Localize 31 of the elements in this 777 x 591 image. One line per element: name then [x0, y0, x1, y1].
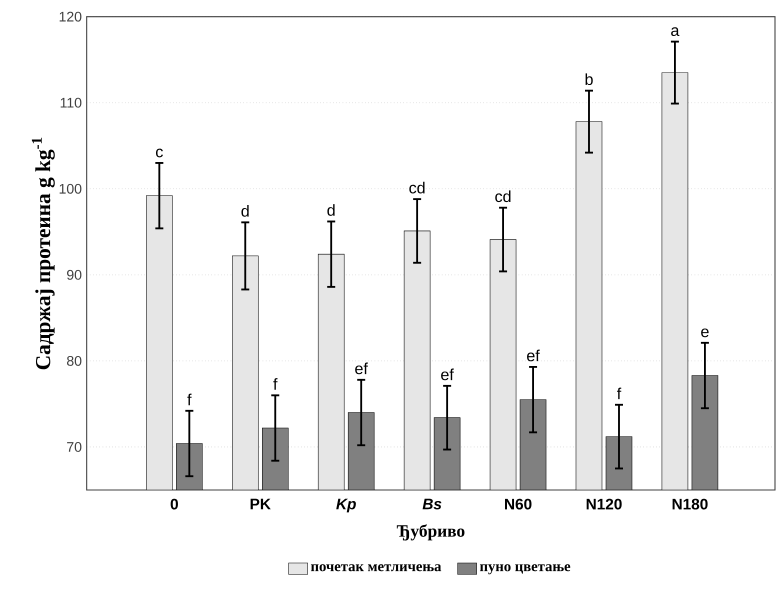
x-tick-label: PK [250, 498, 271, 510]
data-label: d [327, 204, 335, 216]
x-tick-label: N60 [505, 498, 532, 510]
y-tick-label: 110 [60, 98, 82, 108]
data-label: ef [441, 368, 454, 380]
legend-label: пуно цветање [480, 564, 570, 574]
x-tick-label: Kp [336, 498, 356, 512]
data-label: cd [495, 190, 510, 202]
y-tick-label: 70 [67, 442, 82, 452]
data-label: f [187, 394, 192, 406]
y-tick-label: 80 [66, 356, 82, 366]
y-tick-label: 90 [67, 270, 82, 280]
data-label: e [701, 328, 709, 338]
x-tick-label: N120 [586, 498, 622, 510]
data-label: f [617, 388, 622, 400]
x-axis-title: Ђубриво [396, 524, 464, 540]
y-axis-title: Садржај протеина g kg$^{-1}$ [32, 138, 55, 370]
data-label: ef [355, 362, 368, 374]
x-tick-label: 0 [170, 498, 178, 510]
y-tick-label: 100 [60, 184, 82, 194]
data-label: a [671, 27, 680, 36]
data-label: b [586, 73, 593, 86]
legend-label: почетак метличења [310, 564, 442, 572]
x-tick-label: N180 [672, 498, 708, 510]
data-label: cd [409, 182, 425, 194]
data-label: ef [527, 350, 540, 362]
data-label: f [273, 378, 278, 390]
x-tick-label: Bs [422, 498, 442, 510]
y-tick-label: 120 [60, 12, 82, 22]
data-label: d [241, 205, 249, 217]
data-label: c [156, 148, 163, 158]
